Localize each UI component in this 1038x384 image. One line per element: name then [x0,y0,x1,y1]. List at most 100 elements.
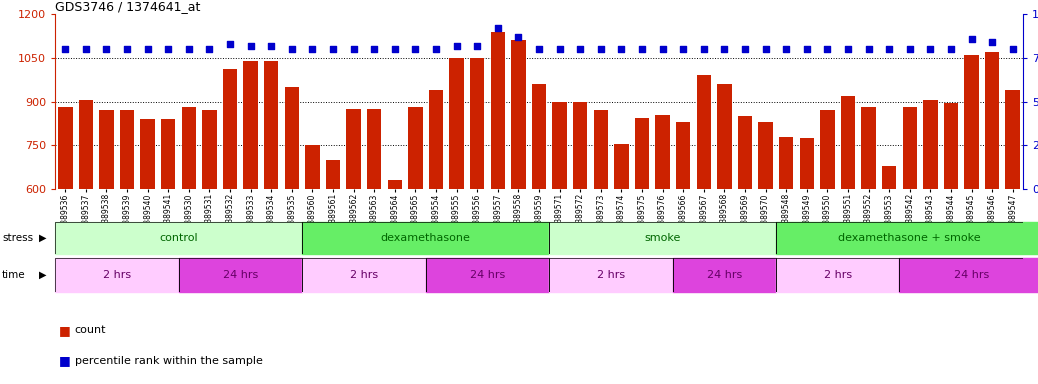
Point [633,46,650,52]
Bar [470,58,485,189]
Bar [302,258,426,292]
Point [613,46,630,52]
Point [675,46,691,52]
Point [304,46,321,52]
Text: 2 hrs: 2 hrs [350,270,378,280]
Bar [862,108,876,189]
Text: count: count [75,325,106,335]
Bar [738,116,753,189]
Bar [100,110,114,189]
Bar [717,84,732,189]
Bar [778,136,793,189]
Point [366,46,383,52]
Bar [79,100,93,189]
Point [448,42,465,48]
Text: dexamethasone: dexamethasone [381,233,470,243]
Point [1005,46,1021,52]
Text: 2 hrs: 2 hrs [597,270,625,280]
Text: 2 hrs: 2 hrs [103,270,131,280]
Text: 2 hrs: 2 hrs [823,270,852,280]
Point [118,46,135,52]
Text: GDS3746 / 1374641_at: GDS3746 / 1374641_at [55,0,200,13]
Point [325,46,342,52]
Bar [367,109,381,189]
Bar [264,61,278,189]
Bar [985,52,1000,189]
Text: dexamethasone + smoke: dexamethasone + smoke [839,233,981,243]
Bar [511,40,525,189]
Text: ▶: ▶ [39,270,47,280]
Bar [549,258,673,292]
Point [861,46,877,52]
Bar [305,145,320,189]
Bar [408,108,422,189]
Point [922,46,938,52]
Point [57,46,74,52]
Point [346,46,362,52]
Bar [55,222,302,254]
Point [881,46,898,52]
Point [510,34,526,40]
Bar [594,110,608,189]
Point [201,46,218,52]
Point [798,46,815,52]
Point [943,46,959,52]
Bar [775,258,899,292]
Bar [696,75,711,189]
Bar [347,109,361,189]
Bar [820,110,835,189]
Point [758,46,774,52]
Point [654,46,671,52]
Point [840,46,856,52]
Bar [119,110,134,189]
Point [222,41,239,47]
Point [530,46,547,52]
Bar [573,101,588,189]
Point [984,39,1001,45]
Point [139,46,156,52]
Bar [426,258,549,292]
Point [716,46,733,52]
Bar [182,108,196,189]
Point [901,46,918,52]
Point [78,46,94,52]
Bar [899,258,1038,292]
Point [593,46,609,52]
Bar [902,108,917,189]
Bar [923,100,937,189]
Point [777,46,794,52]
Bar [882,166,897,189]
Bar [302,222,549,254]
Bar [449,58,464,189]
Point [263,42,279,48]
Point [99,46,115,52]
Text: ▶: ▶ [39,233,47,243]
Text: ■: ■ [59,354,71,367]
Bar [552,101,567,189]
Bar [161,119,175,189]
Bar [673,258,775,292]
Point [551,46,568,52]
Bar [55,258,179,292]
Bar [655,115,670,189]
Bar [223,70,238,189]
Text: 24 hrs: 24 hrs [707,270,742,280]
Point [695,46,712,52]
Text: ■: ■ [59,324,71,337]
Bar [202,110,217,189]
Bar [179,258,302,292]
Point [428,46,444,52]
Text: 24 hrs: 24 hrs [223,270,258,280]
Bar [429,90,443,189]
Point [283,46,300,52]
Text: smoke: smoke [645,233,681,243]
Bar [491,31,506,189]
Bar [140,119,155,189]
Text: control: control [159,233,198,243]
Bar [326,160,340,189]
Text: percentile rank within the sample: percentile rank within the sample [75,356,263,366]
Point [160,46,176,52]
Bar [944,103,958,189]
Bar [635,118,649,189]
Bar [614,144,629,189]
